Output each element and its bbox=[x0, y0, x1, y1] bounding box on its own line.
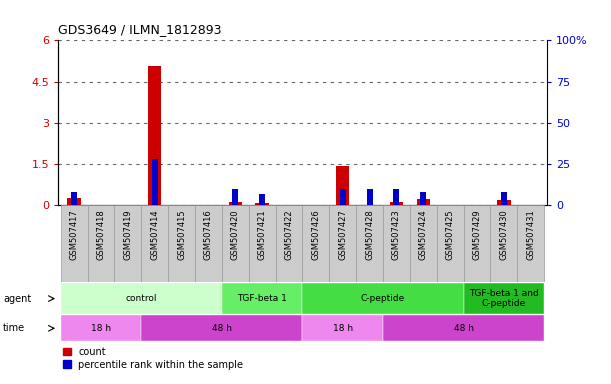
Bar bbox=[420, 192, 426, 205]
Text: GSM507428: GSM507428 bbox=[365, 209, 374, 260]
Text: 18 h: 18 h bbox=[91, 324, 111, 333]
Bar bbox=[152, 159, 158, 205]
Text: control: control bbox=[125, 294, 157, 303]
Text: GSM507423: GSM507423 bbox=[392, 209, 401, 260]
Bar bbox=[417, 199, 430, 205]
Text: GSM507420: GSM507420 bbox=[231, 209, 240, 260]
Bar bbox=[195, 205, 222, 282]
Text: GSM507424: GSM507424 bbox=[419, 209, 428, 260]
Bar bbox=[336, 166, 349, 205]
Bar bbox=[71, 192, 77, 205]
Text: GSM507425: GSM507425 bbox=[445, 209, 455, 260]
Bar bbox=[232, 189, 238, 205]
Text: GSM507429: GSM507429 bbox=[472, 209, 481, 260]
Bar bbox=[229, 202, 242, 205]
Bar bbox=[222, 283, 302, 314]
Text: GSM507416: GSM507416 bbox=[204, 209, 213, 260]
Bar bbox=[410, 205, 437, 282]
Bar bbox=[60, 283, 222, 314]
Bar bbox=[222, 205, 249, 282]
Text: GSM507414: GSM507414 bbox=[150, 209, 159, 260]
Bar bbox=[383, 315, 544, 341]
Text: GSM507419: GSM507419 bbox=[123, 209, 133, 260]
Bar bbox=[302, 283, 464, 314]
Text: agent: agent bbox=[3, 293, 31, 304]
Bar bbox=[249, 205, 276, 282]
Text: GSM507431: GSM507431 bbox=[526, 209, 535, 260]
Text: GSM507421: GSM507421 bbox=[258, 209, 266, 260]
Text: time: time bbox=[3, 323, 25, 333]
Bar bbox=[464, 283, 544, 314]
Bar bbox=[518, 205, 544, 282]
Bar bbox=[437, 205, 464, 282]
Bar bbox=[259, 194, 265, 205]
Bar bbox=[141, 205, 168, 282]
Text: GSM507418: GSM507418 bbox=[97, 209, 106, 260]
Text: TGF-beta 1: TGF-beta 1 bbox=[237, 294, 287, 303]
Text: 48 h: 48 h bbox=[212, 324, 232, 333]
Bar bbox=[367, 189, 373, 205]
Bar bbox=[255, 203, 269, 205]
Bar bbox=[390, 202, 403, 205]
Text: GSM507415: GSM507415 bbox=[177, 209, 186, 260]
Bar bbox=[141, 315, 302, 341]
Text: GDS3649 / ILMN_1812893: GDS3649 / ILMN_1812893 bbox=[58, 23, 222, 36]
Bar bbox=[148, 66, 161, 205]
Bar bbox=[276, 205, 302, 282]
Bar bbox=[501, 192, 507, 205]
Bar bbox=[356, 205, 383, 282]
Bar bbox=[60, 205, 87, 282]
Bar bbox=[491, 205, 518, 282]
Bar bbox=[302, 315, 383, 341]
Bar bbox=[302, 205, 329, 282]
Bar bbox=[168, 205, 195, 282]
Bar bbox=[383, 205, 410, 282]
Legend: count, percentile rank within the sample: count, percentile rank within the sample bbox=[63, 347, 243, 369]
Text: TGF-beta 1 and
C-peptide: TGF-beta 1 and C-peptide bbox=[469, 289, 539, 308]
Text: GSM507430: GSM507430 bbox=[499, 209, 508, 260]
Bar bbox=[464, 205, 491, 282]
Bar bbox=[329, 205, 356, 282]
Bar bbox=[340, 189, 346, 205]
Text: GSM507426: GSM507426 bbox=[312, 209, 320, 260]
Text: 48 h: 48 h bbox=[453, 324, 474, 333]
Text: GSM507417: GSM507417 bbox=[70, 209, 79, 260]
Bar bbox=[67, 198, 81, 205]
Bar bbox=[114, 205, 141, 282]
Text: GSM507422: GSM507422 bbox=[285, 209, 293, 260]
Text: 18 h: 18 h bbox=[332, 324, 353, 333]
Text: C-peptide: C-peptide bbox=[361, 294, 405, 303]
Bar bbox=[393, 189, 400, 205]
Text: GSM507427: GSM507427 bbox=[338, 209, 347, 260]
Bar bbox=[497, 200, 511, 205]
Bar bbox=[87, 205, 114, 282]
Bar bbox=[60, 315, 141, 341]
